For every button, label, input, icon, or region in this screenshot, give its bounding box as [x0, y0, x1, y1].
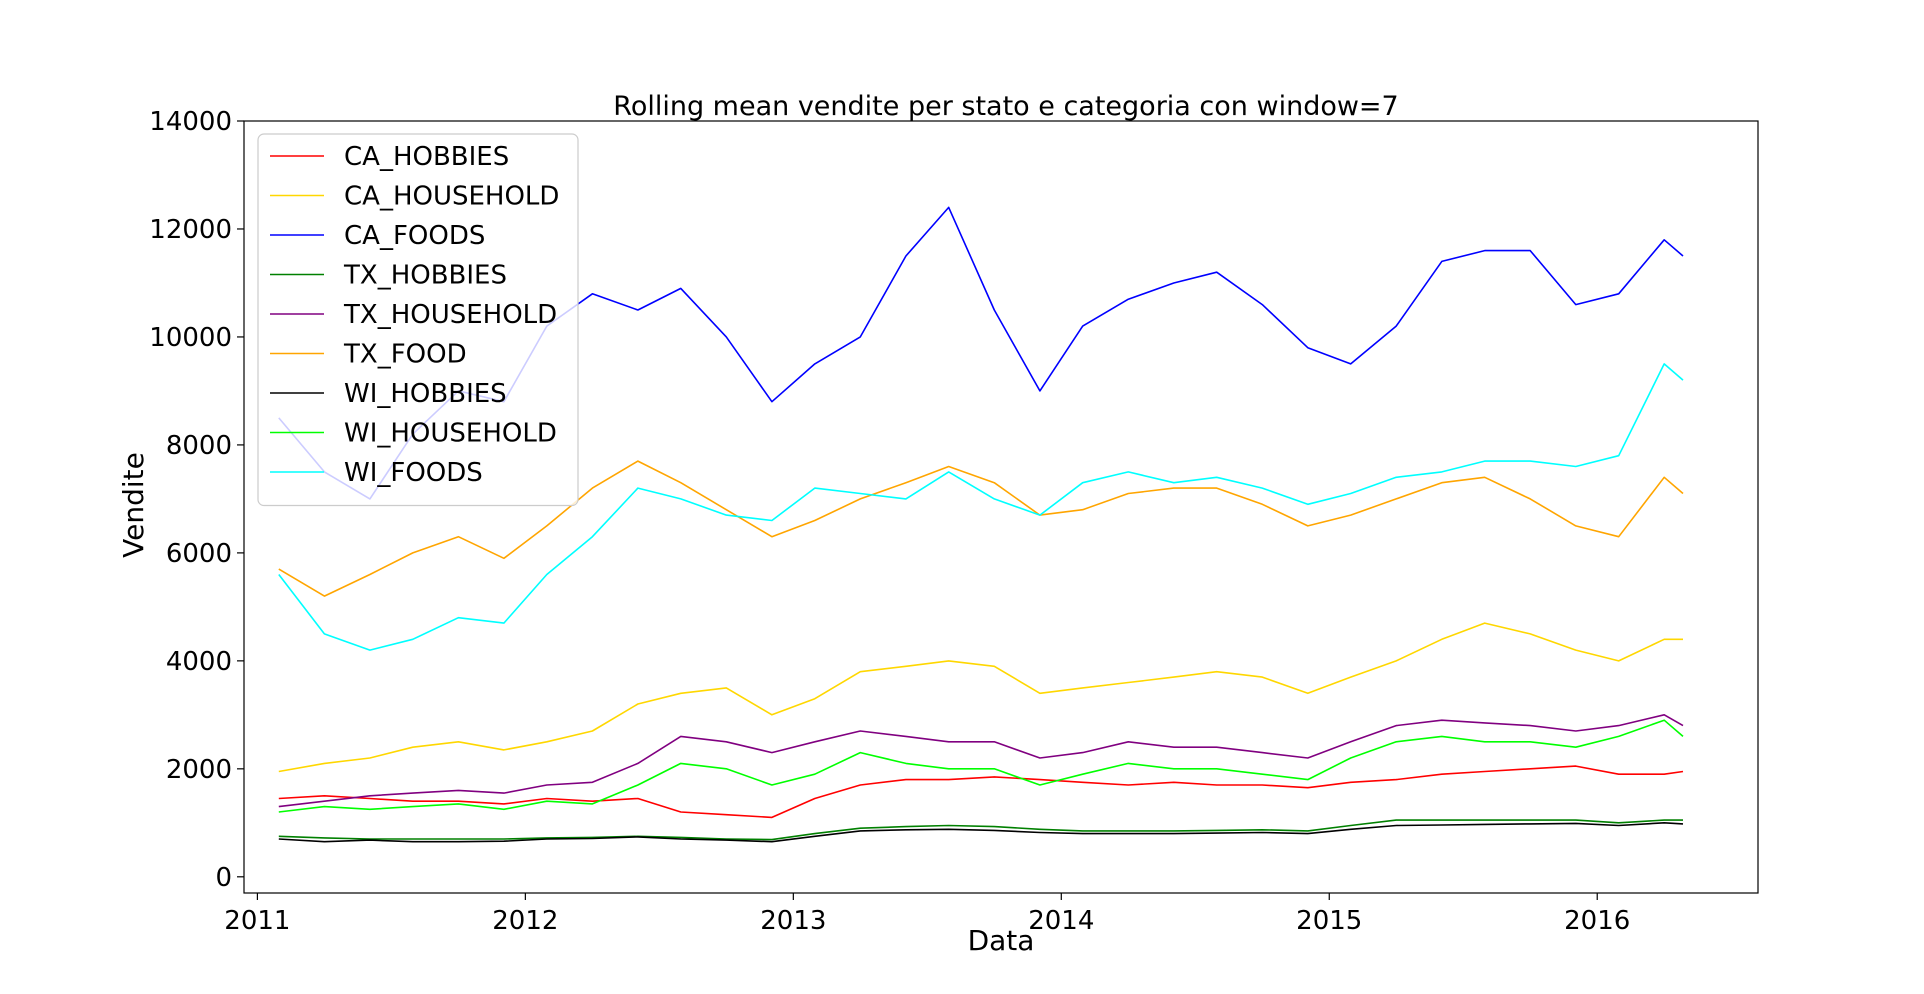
- series-line-ca-hobbies: [278, 765, 1684, 819]
- y-tick-label: 4000: [166, 647, 232, 677]
- legend-label: TX_FOOD: [343, 340, 467, 370]
- plot-frame: [243, 120, 1759, 894]
- x-tick-label: 2014: [1028, 906, 1094, 936]
- y-tick-label: 6000: [166, 539, 232, 569]
- legend-label: WI_HOBBIES: [344, 379, 507, 409]
- series-line-wi-household: [278, 719, 1684, 813]
- legend-label: WI_HOUSEHOLD: [344, 419, 557, 449]
- series-line-ca-household: [278, 622, 1683, 773]
- x-axis: 2011 2012 2013 2014 2015 2016: [224, 893, 1630, 936]
- y-tick-label: 0: [215, 863, 232, 893]
- y-tick-label: 2000: [166, 755, 232, 785]
- x-tick-label: 2016: [1564, 906, 1630, 936]
- series-line-wi-hobbies: [278, 821, 1684, 843]
- series-line-tx-food: [278, 460, 1684, 597]
- x-tick-label: 2013: [760, 906, 826, 936]
- y-tick-label: 14000: [149, 107, 232, 137]
- legend-label: CA_FOODS: [344, 221, 485, 251]
- legend-label: WI_FOODS: [344, 458, 483, 488]
- chart-title: Rolling mean vendite per stato e categor…: [613, 91, 1398, 122]
- legend-label: TX_HOBBIES: [343, 261, 507, 291]
- x-tick-label: 2011: [224, 906, 290, 936]
- y-axis: 0 2000 4000 6000 8000 10000 12000 14000: [149, 107, 244, 893]
- series-line-tx-household: [278, 713, 1684, 808]
- x-tick-label: 2012: [492, 906, 558, 936]
- y-axis-label: Vendite: [117, 452, 150, 558]
- legend-label: CA_HOBBIES: [344, 142, 509, 172]
- y-tick-label: 10000: [149, 323, 232, 353]
- y-tick-label: 8000: [166, 431, 232, 461]
- x-axis-label: Data: [968, 924, 1035, 957]
- series-line-tx-hobbies: [278, 819, 1683, 841]
- legend-box: [257, 133, 579, 507]
- x-tick-label: 2015: [1296, 906, 1362, 936]
- y-tick-label: 12000: [149, 215, 232, 245]
- legend-label: TX_HOUSEHOLD: [343, 300, 557, 330]
- legend: CA_HOBBIES CA_HOUSEHOLD CA_FOODS TX_HOBBIES…: [257, 133, 579, 507]
- series-line-wi-foods: [278, 363, 1684, 651]
- legend-label: CA_HOUSEHOLD: [344, 182, 559, 212]
